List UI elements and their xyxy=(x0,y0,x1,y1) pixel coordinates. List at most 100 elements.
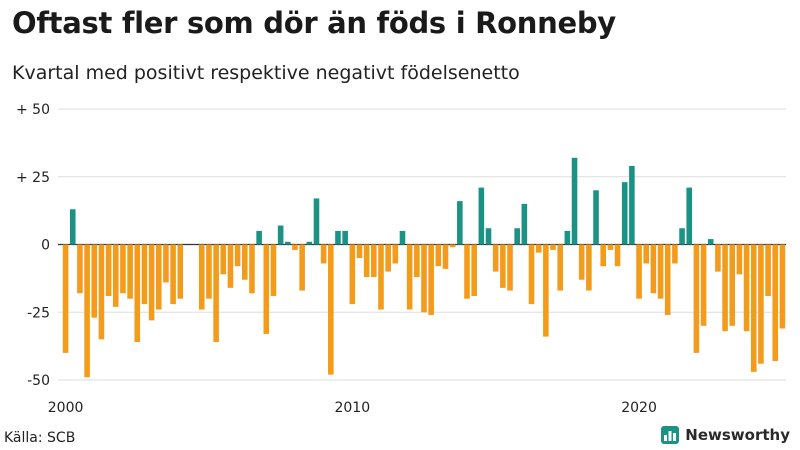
bar-2004K1 xyxy=(177,244,184,299)
bar-2005K3 xyxy=(220,244,227,275)
newsworthy-icon xyxy=(661,426,680,444)
bar-2006K2 xyxy=(242,244,248,280)
bar-2006K4 xyxy=(256,230,262,245)
bar-2022K4 xyxy=(715,244,721,272)
bar-2016K4 xyxy=(543,244,549,337)
y-tick-label: + 25 xyxy=(16,170,50,186)
bar-2017K1 xyxy=(550,244,556,250)
bar-2003K3 xyxy=(163,244,169,283)
bar-2010K4 xyxy=(371,244,377,278)
bar-2016K1 xyxy=(521,203,528,245)
bar-2003K4 xyxy=(170,244,176,305)
grid-lines xyxy=(58,108,786,381)
bar-2016K3 xyxy=(535,244,542,253)
bar-2001K4 xyxy=(112,244,119,307)
bar-2003K1 xyxy=(148,244,155,321)
bar-2012K4 xyxy=(428,244,434,315)
bar-2023K1 xyxy=(722,244,728,332)
bar-2001K1 xyxy=(91,244,98,318)
bar-2015K4 xyxy=(514,228,520,245)
bar-2024K4 xyxy=(772,244,779,362)
chart-title: Oftast fler som dör än föds i Ronneby xyxy=(12,6,616,40)
bar-2019K2 xyxy=(614,244,621,267)
bar-2019K1 xyxy=(607,244,614,250)
bar-2002K4 xyxy=(141,244,148,305)
bar-2012K2 xyxy=(414,244,420,278)
bar-2015K1 xyxy=(492,244,499,272)
x-tick-label: 2000 xyxy=(48,400,84,416)
bar-2000K4 xyxy=(84,244,90,378)
bar-2009K1 xyxy=(320,244,327,264)
bar-2020K4 xyxy=(657,244,664,299)
y-tick-label: 0 xyxy=(41,238,50,254)
bar-2020K2 xyxy=(643,244,650,264)
y-tick-label: -50 xyxy=(27,373,50,389)
bar-2025K1 xyxy=(779,244,786,329)
bar-2014K3 xyxy=(478,187,485,245)
bar-2010K2 xyxy=(356,244,363,259)
x-tick-label: 2010 xyxy=(334,400,370,416)
bar-2013K4 xyxy=(457,201,463,245)
bar-2024K1 xyxy=(750,244,757,372)
bar-2014K2 xyxy=(471,244,477,296)
bar-2003K2 xyxy=(155,244,162,310)
bar-2024K3 xyxy=(765,244,771,296)
bar-2011K4 xyxy=(399,230,406,245)
bar-2020K1 xyxy=(636,244,642,299)
bar-2017K2 xyxy=(557,244,563,291)
bar-2001K2 xyxy=(98,244,105,340)
bar-2007K4 xyxy=(285,241,291,245)
bar-2021K2 xyxy=(672,244,678,264)
bar-2023K2 xyxy=(729,244,736,326)
bar-2012K3 xyxy=(421,244,427,313)
bar-2018K1 xyxy=(578,244,585,280)
bar-2010K1 xyxy=(349,244,356,305)
bar-2008K2 xyxy=(299,244,305,291)
bar-2013K3 xyxy=(449,244,456,248)
bar-2022K3 xyxy=(707,239,714,245)
bar-2022K2 xyxy=(700,244,707,326)
bar-2019K3 xyxy=(621,182,628,245)
bar-2016K2 xyxy=(528,244,535,305)
x-tick-label: 2020 xyxy=(621,400,657,416)
bar-2001K3 xyxy=(105,244,112,296)
bar-2019K4 xyxy=(629,165,635,245)
bar-2008K4 xyxy=(313,198,320,245)
bar-2023K3 xyxy=(736,244,743,275)
bar-2007K3 xyxy=(277,225,284,245)
bar-2008K3 xyxy=(306,241,313,245)
x-axis: 2000 2010 2020 xyxy=(48,400,657,416)
bar-2011K1 xyxy=(378,244,384,310)
bar-2000K2 xyxy=(69,209,76,245)
bar-2010K3 xyxy=(363,244,370,278)
bar-2000K1 xyxy=(62,244,69,353)
bar-2006K1 xyxy=(234,244,241,267)
bar-2009K2 xyxy=(328,244,334,375)
bar-2018K3 xyxy=(593,190,599,245)
source-note: Källa: SCB xyxy=(4,430,76,446)
bar-2008K1 xyxy=(292,244,298,250)
bar-2021K4 xyxy=(686,187,693,245)
bar-2002K3 xyxy=(134,244,141,343)
bar-2007K1 xyxy=(263,244,270,334)
bar-2015K2 xyxy=(500,244,506,288)
bar-2005K4 xyxy=(227,244,234,288)
bar-2018K4 xyxy=(600,244,606,267)
bar-2012K1 xyxy=(406,244,413,310)
bar-2005K1 xyxy=(206,244,212,299)
bar-2013K2 xyxy=(442,244,449,269)
bar-2006K3 xyxy=(249,244,255,294)
bar-2002K2 xyxy=(127,244,133,299)
bar-2024K2 xyxy=(758,244,764,364)
bars xyxy=(62,157,786,378)
bar-2011K3 xyxy=(392,244,399,264)
bar-2009K3 xyxy=(335,230,341,245)
bar-2020K3 xyxy=(650,244,657,294)
bar-2017K3 xyxy=(564,230,571,245)
bar-2000K3 xyxy=(77,244,83,294)
bar-2017K4 xyxy=(571,157,578,245)
bar-2022K1 xyxy=(693,244,700,353)
bar-2023K4 xyxy=(743,244,750,332)
chart-subtitle: Kvartal med positivt respektive negativt… xyxy=(12,62,520,84)
